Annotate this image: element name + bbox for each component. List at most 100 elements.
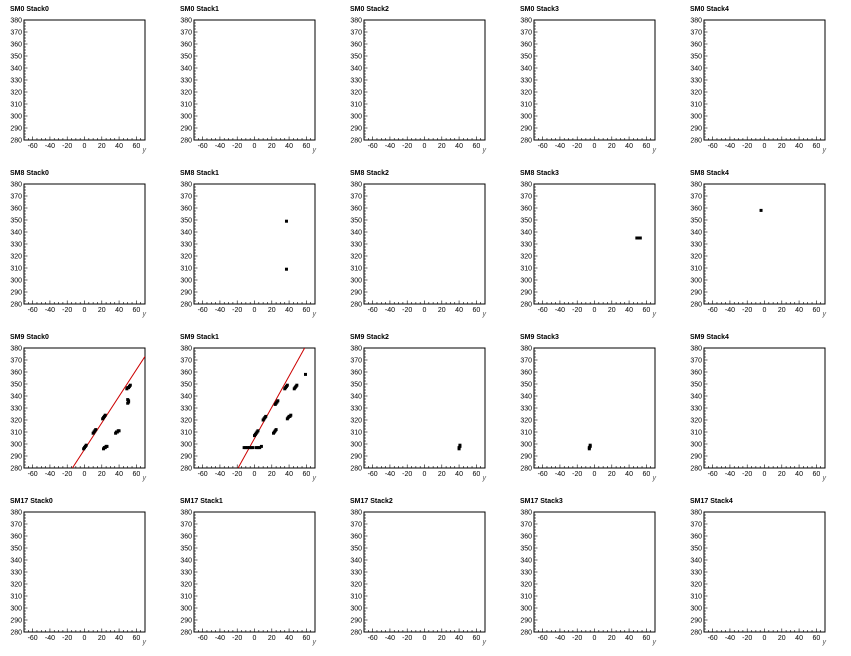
y-tick-label: 290 [180,126,192,133]
x-tick-label: 20 [268,471,276,478]
y-tick-label: 320 [690,254,702,261]
x-tick-label: -40 [555,635,565,642]
y-tick-label: 370 [520,30,532,37]
y-tick-label: 340 [690,230,702,237]
x-tick-label: -20 [572,471,582,478]
y-tick-label: 300 [520,278,532,285]
chart-panel: -60 -40 -20 0 20 40 60 280 290 300 310 320 330 340 350… [680,328,850,492]
y-tick-label: 350 [690,54,702,61]
x-tick-label: 0 [423,143,427,150]
x-tick-label: 20 [438,471,446,478]
y-tick-label: 370 [520,358,532,365]
x-tick-label: 60 [472,307,480,314]
y-tick-label: 330 [10,242,22,249]
x-tick-label: 20 [268,143,276,150]
y-tick-label: 350 [180,218,192,225]
x-tick-label: 20 [438,635,446,642]
chart-svg: -60 -40 -20 0 20 40 60 280 290 300 310 320 330 340 350… [520,346,656,483]
plot-frame [363,183,486,305]
y-tick-label: 310 [10,594,22,601]
y-tick-label: 280 [690,630,702,637]
x-tick-label: -20 [572,635,582,642]
y-tick-label: 380 [10,18,22,25]
y-tick-label: 280 [690,138,702,145]
plot-area [635,236,642,240]
y-tick-label: 320 [350,254,362,261]
x-tick-label: -20 [232,635,242,642]
x-tick-label: 40 [625,143,633,150]
x-axis-title: y [312,311,317,318]
x-tick-label: -60 [28,143,38,150]
y-tick-label: 340 [520,558,532,565]
y-tick-label: 330 [180,406,192,413]
y-tick-label: 290 [180,290,192,297]
chart-panel: -60 -40 -20 0 20 40 60 280 290 300 310 320 330 340 350… [0,492,170,656]
y-tick-label: 330 [350,570,362,577]
x-axis-title: y [822,639,827,646]
y-tick-label: 290 [520,290,532,297]
x-tick-label: -60 [538,471,548,478]
y-tick-label: 350 [10,546,22,553]
y-tick-label: 370 [520,522,532,529]
data-point [759,208,763,212]
x-tick-label: -40 [555,143,565,150]
x-tick-label: -40 [555,307,565,314]
data-point [242,446,246,450]
x-axis-title: y [822,147,827,154]
y-tick-label: 330 [520,570,532,577]
y-tick-label: 380 [690,510,702,517]
y-tick-label: 280 [520,466,532,473]
y-tick-label: 290 [10,290,22,297]
x-tick-label: 20 [608,307,616,314]
x-tick-label: 60 [642,143,650,150]
data-point [94,428,98,432]
y-tick-label: 380 [690,18,702,25]
x-tick-label: -20 [572,307,582,314]
y-tick-label: 330 [690,242,702,249]
x-tick-label: 40 [115,143,123,150]
y-tick-label: 300 [690,278,702,285]
y-tick-label: 280 [180,138,192,145]
y-tick-label: 290 [520,454,532,461]
y-tick-label: 340 [690,66,702,73]
y-tick-label: 300 [10,114,22,121]
chart-panel: -60 -40 -20 0 20 40 60 280 290 300 310 320 330 340 350… [680,492,850,656]
chart-svg: -60 -40 -20 0 20 40 60 280 290 300 310 320 330 340 350… [350,510,486,647]
y-tick-label: 280 [520,138,532,145]
y-tick-label: 340 [10,66,22,73]
y-tick-label: 340 [350,230,362,237]
x-tick-label: 40 [115,471,123,478]
plot-area [759,208,763,212]
y-tick-label: 280 [180,630,192,637]
x-tick-label: -40 [725,635,735,642]
plot-frame [703,183,826,305]
x-tick-label: 60 [302,471,310,478]
plot-frame [703,347,826,469]
chart-panel: -60 -40 -20 0 20 40 60 280 290 300 310 320 330 340 350… [340,328,510,492]
x-tick-label: -20 [742,471,752,478]
x-tick-label: 60 [302,635,310,642]
x-axis-title: y [652,639,657,646]
x-tick-label: 0 [593,635,597,642]
x-tick-label: 0 [763,143,767,150]
x-axis-title: y [142,311,147,318]
x-tick-label: 0 [423,471,427,478]
y-tick-label: 330 [520,406,532,413]
x-tick-label: -60 [538,635,548,642]
chart-svg: -60 -40 -20 0 20 40 60 280 290 300 310 320 330 340 350… [350,346,486,483]
y-tick-label: 320 [180,582,192,589]
data-point [295,383,299,387]
x-tick-label: 0 [83,307,87,314]
y-tick-label: 380 [10,510,22,517]
y-tick-label: 340 [180,558,192,565]
x-tick-label: 40 [285,471,293,478]
y-tick-label: 330 [180,570,192,577]
chart-title: SM8 Stack3 [520,170,559,177]
y-tick-label: 360 [350,42,362,49]
y-tick-label: 330 [690,78,702,85]
chart-panel: -60 -40 -20 0 20 40 60 280 290 300 310 320 330 340 350… [510,164,680,328]
x-tick-label: -60 [708,635,718,642]
chart-title: SM17 Stack0 [10,498,53,505]
y-tick-label: 370 [520,194,532,201]
y-tick-label: 280 [350,302,362,309]
